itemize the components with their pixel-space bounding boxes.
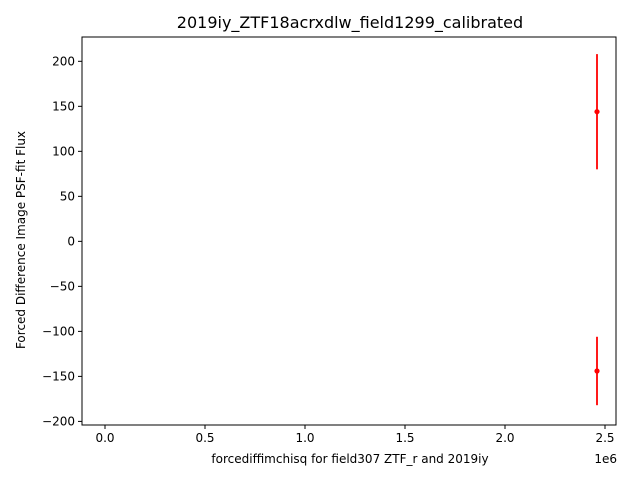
chart-title: 2019iy_ZTF18acrxdlw_field1299_calibrated <box>177 13 523 33</box>
x-tick-label: 2.5 <box>595 431 614 445</box>
y-tick-label: 200 <box>52 54 75 68</box>
x-tick-label: 0.5 <box>195 431 214 445</box>
y-axis-label: Forced Difference Image PSF-fit Flux <box>14 131 28 349</box>
x-axis-label: forcediffimchisq for field307 ZTF_r and … <box>211 452 488 466</box>
y-tick-label: −100 <box>42 324 75 338</box>
x-tick-label: 1.5 <box>395 431 414 445</box>
y-tick-label: −50 <box>50 279 75 293</box>
y-tick-label: 50 <box>60 189 75 203</box>
y-tick-label: 100 <box>52 144 75 158</box>
x-tick-label: 2.0 <box>495 431 514 445</box>
y-axis: −200 −150 −100 −50 0 50 100 150 200 <box>42 54 82 428</box>
y-tick-label: 150 <box>52 99 75 113</box>
x-tick-label: 0.0 <box>95 431 114 445</box>
data-layer <box>594 54 600 406</box>
y-tick-label: −200 <box>42 414 75 428</box>
data-point <box>594 368 600 374</box>
x-axis: 0.0 0.5 1.0 1.5 2.0 2.5 <box>95 425 615 445</box>
plot-area <box>81 36 617 426</box>
y-tick-label: −150 <box>42 369 75 383</box>
plot-frame <box>81 36 617 426</box>
x-axis-offset-label: 1e6 <box>594 452 617 466</box>
y-tick-label: 0 <box>67 234 75 248</box>
data-point <box>594 109 600 115</box>
x-tick-label: 1.0 <box>295 431 314 445</box>
